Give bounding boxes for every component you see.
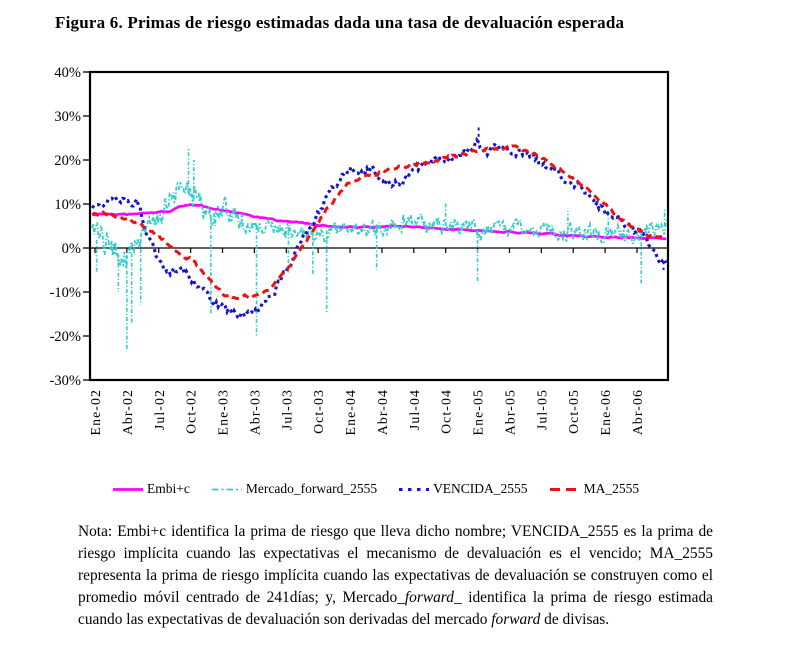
x-tick-label: Ene-06 [598, 389, 613, 435]
x-tick-label: Ene-05 [471, 389, 486, 435]
x-tick-label: Abr-04 [375, 389, 390, 435]
x-tick-label: Oct-02 [184, 389, 199, 434]
x-tick-label: Oct-03 [311, 389, 326, 434]
x-tick-label: Abr-06 [630, 389, 645, 435]
x-tick-label: Abr-02 [120, 389, 135, 435]
x-tick-label: Jul-02 [152, 389, 167, 430]
figure-title: Figura 6. Primas de riesgo estimadas dad… [55, 13, 625, 32]
x-tick-label: Abr-05 [502, 389, 517, 435]
series-mercado [91, 181, 669, 269]
legend-swatch-ma [549, 487, 580, 491]
y-tick-label: -10% [50, 285, 81, 301]
note-text: Nota: Embi+c identifica la prima de ries… [78, 523, 713, 606]
series-vencida [90, 136, 668, 322]
chart-canvas: 40% 30% 20% 10% 0% -10% -20% -30% Ene-02 Abr-02 Ju… [50, 65, 670, 435]
x-tick-label: Oct-05 [566, 389, 581, 434]
legend-item-ma: MA_2555 [549, 481, 640, 497]
legend-label-vencida: VENCIDA_2555 [433, 481, 528, 496]
y-tick-label: 20% [54, 153, 81, 169]
y-tick-label: 40% [54, 65, 81, 81]
x-tick-label: Jul-05 [534, 389, 549, 430]
x-tick-label: Ene-04 [343, 389, 358, 435]
legend-label-ma: MA_2555 [583, 481, 640, 496]
legend-item-mercado: Mercado_forward_2555 [211, 481, 377, 497]
y-tick-label: -30% [50, 373, 81, 389]
y-tick-label: 30% [54, 109, 81, 125]
x-tick-label: Ene-02 [88, 389, 103, 435]
legend-label-embi: Embi+c [147, 481, 190, 496]
y-tick-label: -20% [50, 329, 81, 345]
figure-note: Nota: Embi+c identifica la prima de ries… [78, 521, 713, 631]
legend-swatch-embi [113, 487, 143, 491]
note-text-italic: forward [404, 588, 454, 606]
y-tick-label: 0% [62, 241, 81, 257]
note-text: _ identifica la prima de riesgo estimada… [78, 588, 713, 628]
x-tick-label: Jul-04 [407, 389, 422, 430]
x-tick-label: Abr-03 [247, 389, 262, 435]
legend-item-embi: Embi+c [112, 481, 190, 497]
x-tick-label: Jul-03 [279, 389, 294, 430]
legend-swatch-vencida [399, 487, 430, 491]
y-tick-label: 10% [54, 197, 81, 213]
legend-item-vencida: VENCIDA_2555 [398, 481, 528, 497]
x-tick-label: Ene-03 [216, 389, 231, 435]
legend-swatch-mercado [211, 488, 242, 490]
series-ma [91, 143, 667, 301]
note-text-italic: forward [491, 610, 541, 628]
legend-label-mercado: Mercado_forward_2555 [245, 481, 378, 496]
x-tick-label: Oct-04 [439, 389, 454, 434]
note-text: de divisas. [540, 610, 610, 628]
chart-legend: Embi+c Mercado_forward_2555 VENCIDA_2555 MA… [112, 481, 639, 497]
plot-border [88, 70, 670, 382]
